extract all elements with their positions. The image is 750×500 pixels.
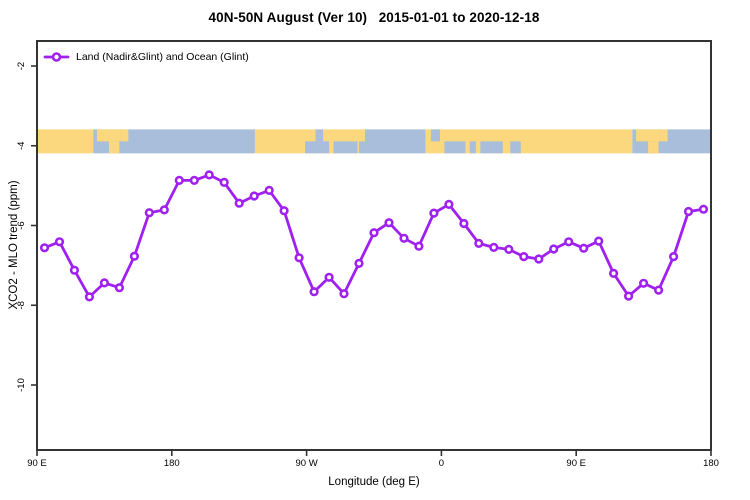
legend-key (43, 52, 70, 62)
data-point-marker (324, 272, 334, 282)
data-point-marker (504, 244, 514, 254)
y-tick-label: -10 (16, 378, 27, 392)
x-axis: 90 E 180 90 W 0 90 E 180 (27, 450, 719, 469)
data-point-marker (668, 252, 679, 262)
data-point-marker (204, 170, 214, 180)
data-point-marker (279, 206, 289, 216)
x-tick-label: 90 W (296, 458, 318, 469)
data-point-marker (519, 252, 529, 262)
data-point-marker (129, 251, 139, 261)
map-band-detail-ocean (444, 141, 466, 154)
data-point-marker (579, 243, 589, 253)
y-tick-label: -8 (16, 301, 27, 309)
data-point-marker (69, 265, 79, 275)
data-point-marker (294, 253, 304, 263)
map-band-detail-ocean (469, 141, 476, 154)
data-point-marker (474, 238, 484, 248)
data-point-marker (638, 278, 649, 288)
map-band-detail-land (636, 129, 661, 142)
data-point-marker (459, 218, 469, 229)
plot-border (36, 40, 712, 451)
data-point-marker (384, 218, 394, 228)
x-axis-title: Longitude (deg E) (328, 476, 420, 488)
data-point-marker (114, 283, 124, 293)
data-point-marker (683, 206, 694, 217)
map-band-detail-land (96, 129, 121, 142)
map-band-segment-ocean (359, 129, 426, 154)
y-tick-label: -2 (16, 62, 27, 70)
data-point-marker (39, 243, 50, 253)
map-band-detail-ocean (333, 141, 358, 154)
map-band-detail-ocean (480, 141, 503, 154)
y-axis: -2 -4 -6 -8 -10 (16, 62, 37, 392)
legend-label: Land (Nadir&Glint) and Ocean (Glint) (76, 50, 249, 63)
data-point-marker (399, 233, 409, 243)
x-tick-label: 90 E (566, 458, 586, 469)
data-point-marker (414, 241, 424, 251)
data-point-marker (489, 242, 499, 252)
land-ocean-map-band (37, 129, 711, 154)
data-point-marker (174, 175, 184, 185)
data-point-marker (698, 204, 709, 214)
map-band-detail-ocean (305, 141, 330, 154)
map-band-detail-land (108, 141, 120, 154)
y-tick-label: -4 (16, 142, 27, 150)
map-band-detail-ocean (510, 141, 521, 154)
y-axis-title: XCO2 - MLO trend (ppm) (8, 180, 20, 310)
map-band-segment-ocean (93, 129, 255, 154)
data-point-marker (564, 237, 574, 247)
x-tick-label: 180 (703, 458, 719, 469)
data-point-marker (264, 185, 274, 195)
data-point-marker (549, 244, 559, 254)
data-point-marker (444, 199, 454, 209)
x-tick-label: 180 (164, 458, 180, 469)
data-series (39, 170, 709, 302)
data-point-marker (54, 237, 65, 247)
data-point-marker (534, 254, 544, 264)
map-band-segment-land (37, 129, 94, 154)
data-point-marker (219, 177, 229, 187)
map-band-detail-ocean (315, 129, 324, 142)
map-band-segment-land (254, 129, 360, 154)
map-band-detail-land (120, 129, 129, 142)
data-point-marker (84, 292, 94, 302)
map-band-segment-land (425, 129, 633, 154)
data-point-marker (144, 208, 154, 218)
map-band-detail-land (660, 129, 668, 142)
data-point-marker (369, 228, 379, 238)
data-point-marker (189, 175, 199, 185)
data-point-marker (594, 236, 604, 246)
data-point-marker (354, 258, 364, 269)
data-point-marker (159, 205, 169, 215)
data-point-marker (608, 268, 619, 279)
x-tick-label: 0 (439, 458, 444, 469)
data-point-marker (309, 287, 319, 297)
x-tick-label: 90 E (27, 458, 47, 469)
y-tick-label: -6 (16, 221, 27, 229)
map-band-detail-land (648, 141, 659, 154)
map-band-detail-land (353, 129, 366, 142)
legend-marker-sample (51, 52, 62, 62)
map-band-detail-ocean (430, 129, 440, 142)
data-point-marker (249, 191, 259, 201)
data-point-marker (234, 198, 244, 208)
chart-title: 40N-50N August (Ver 10) 2015-01-01 to 20… (208, 10, 540, 25)
data-point-marker (339, 289, 349, 299)
data-point-marker (653, 285, 664, 295)
data-point-marker (429, 208, 439, 218)
data-point-marker (623, 291, 634, 301)
data-point-marker (99, 278, 109, 288)
